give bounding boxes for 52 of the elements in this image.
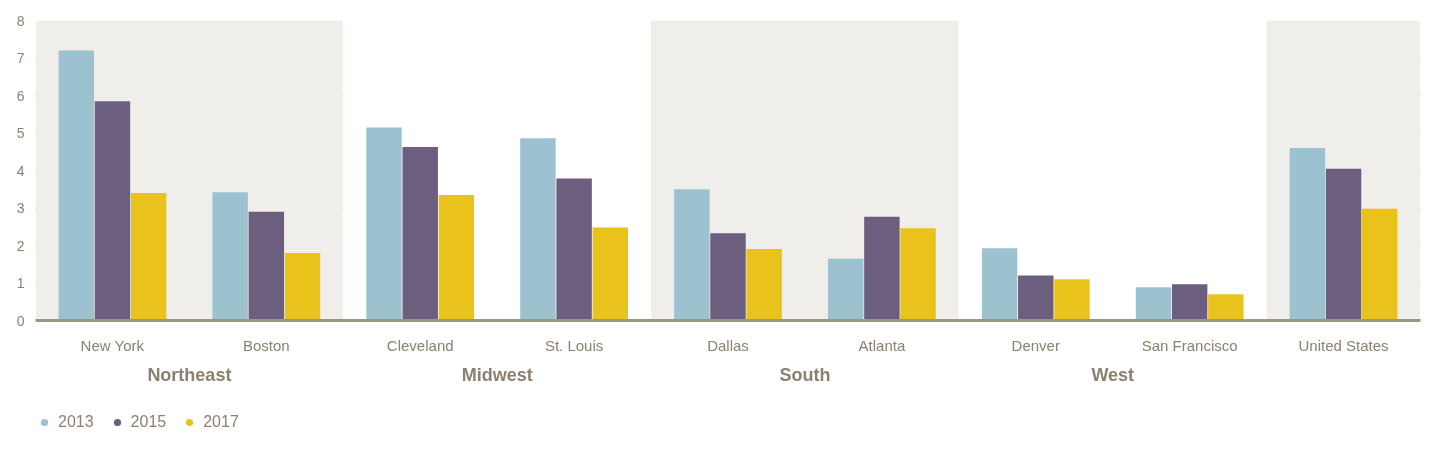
x-tick-label: Cleveland bbox=[386, 336, 454, 354]
x-tick-label: Dallas bbox=[707, 336, 749, 354]
y-tick-label: 0 bbox=[16, 312, 25, 329]
bar bbox=[746, 248, 782, 321]
bar bbox=[402, 146, 438, 321]
bar bbox=[592, 227, 628, 321]
y-tick-label: 1 bbox=[16, 275, 25, 291]
y-tick-label: 8 bbox=[16, 12, 25, 29]
x-tick-label: San Francisco bbox=[1141, 336, 1238, 354]
bar bbox=[58, 50, 94, 321]
bar bbox=[248, 211, 285, 321]
y-tick-label: 2 bbox=[16, 237, 25, 254]
bar bbox=[1018, 275, 1054, 321]
x-tick-label: United States bbox=[1298, 336, 1389, 354]
bar bbox=[212, 192, 248, 321]
bar bbox=[1325, 168, 1362, 321]
legend-label: 2015 bbox=[130, 413, 167, 431]
bar bbox=[1289, 148, 1326, 321]
bar bbox=[556, 178, 592, 321]
bar bbox=[130, 193, 167, 321]
band-label: Midwest bbox=[461, 364, 533, 385]
bar bbox=[1054, 279, 1090, 321]
bar bbox=[828, 258, 864, 321]
legend-label: 2017 bbox=[203, 413, 239, 431]
band-label: West bbox=[1091, 364, 1135, 385]
y-tick-label: 4 bbox=[16, 162, 25, 179]
bar bbox=[284, 253, 321, 321]
y-tick-label: 6 bbox=[16, 87, 25, 104]
x-tick-label: Denver bbox=[1011, 336, 1060, 354]
bar bbox=[94, 101, 131, 321]
bar bbox=[864, 216, 900, 321]
bar bbox=[1208, 294, 1244, 321]
bar bbox=[1362, 208, 1398, 321]
bar bbox=[674, 189, 710, 321]
band-label: South bbox=[779, 364, 831, 385]
bar bbox=[366, 127, 402, 321]
x-tick-label: Atlanta bbox=[858, 336, 906, 354]
band-label: Northeast bbox=[147, 364, 232, 385]
bar bbox=[900, 228, 936, 321]
x-tick-label: St. Louis bbox=[544, 336, 604, 354]
y-tick-label: 7 bbox=[16, 50, 25, 66]
x-tick-label: New York bbox=[80, 336, 145, 354]
bar bbox=[1171, 284, 1208, 321]
bar bbox=[520, 138, 556, 321]
x-tick-label: Boston bbox=[242, 336, 290, 354]
bar bbox=[438, 194, 475, 321]
bar bbox=[981, 248, 1018, 321]
legend-label: 2013 bbox=[58, 413, 94, 431]
y-tick-label: 3 bbox=[16, 200, 25, 216]
y-tick-label: 5 bbox=[16, 125, 25, 141]
bar bbox=[710, 233, 746, 321]
bar bbox=[1135, 287, 1172, 321]
